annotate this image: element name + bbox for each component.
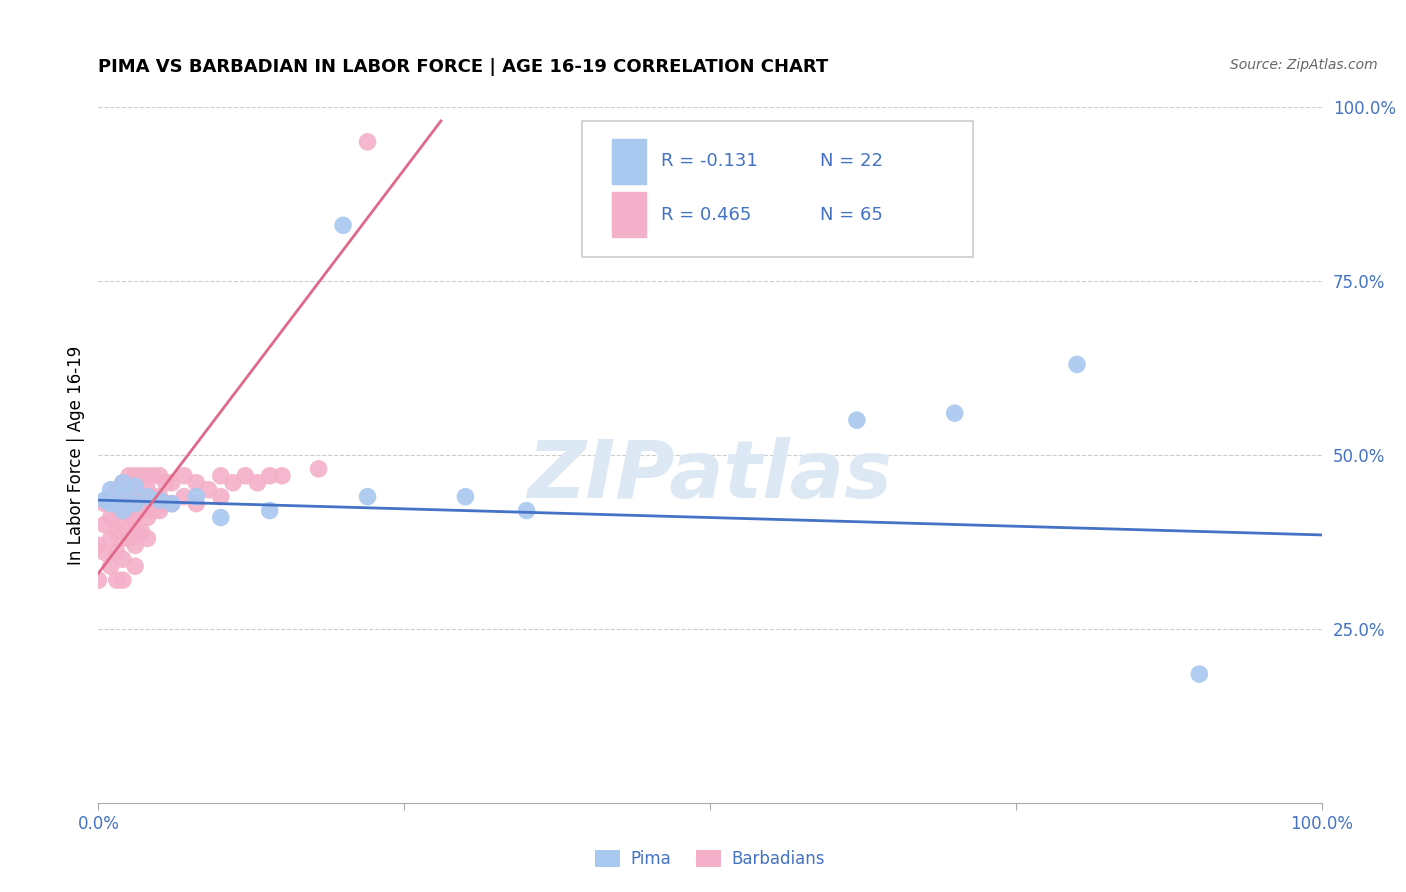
Point [93,497,115,511]
Point [149,490,172,504]
Point [233,468,256,483]
Point [124,479,146,493]
Point [155,475,177,490]
Point [155,497,177,511]
Text: N = 65: N = 65 [820,206,883,224]
Point [845,413,868,427]
Legend: Pima, Barbadians: Pima, Barbadians [589,843,831,874]
Point [136,490,159,504]
Point [100,532,122,546]
Point [124,497,146,511]
Point [124,497,146,511]
Point [149,503,172,517]
Point [142,490,165,504]
Point [105,524,128,539]
FancyBboxPatch shape [612,193,647,237]
Point [259,468,281,483]
FancyBboxPatch shape [582,121,973,257]
Point [1066,358,1088,372]
Point [142,503,165,517]
Point [186,475,208,490]
Point [93,545,115,559]
Point [118,490,141,504]
Point [111,503,134,517]
Point [197,483,219,497]
Point [111,475,134,490]
Point [515,503,537,517]
Point [111,490,134,504]
Point [105,503,128,517]
Text: PIMA VS BARBADIAN IN LABOR FORCE | AGE 16-19 CORRELATION CHART: PIMA VS BARBADIAN IN LABOR FORCE | AGE 1… [98,58,828,76]
Point [142,468,165,483]
Point [129,490,152,504]
Point [332,219,354,233]
Point [124,483,146,497]
Text: Source: ZipAtlas.com: Source: ZipAtlas.com [1230,58,1378,72]
Point [111,503,134,517]
Point [100,510,122,524]
Point [308,462,330,476]
Point [943,406,966,420]
Point [1188,667,1211,681]
Point [246,475,269,490]
Point [222,475,245,490]
Point [136,468,159,483]
Point [173,490,195,504]
Text: R = -0.131: R = -0.131 [661,153,758,170]
Point [111,490,134,504]
Point [87,573,110,587]
Point [356,135,378,149]
Point [160,475,183,490]
Point [105,573,128,587]
Point [160,497,183,511]
Point [136,532,159,546]
Point [118,468,141,483]
Point [100,559,122,574]
Point [124,524,146,539]
Y-axis label: In Labor Force | Age 16-19: In Labor Force | Age 16-19 [66,345,84,565]
Point [124,468,146,483]
Point [105,483,128,497]
FancyBboxPatch shape [612,138,647,184]
Point [118,532,141,546]
Point [160,497,183,511]
Point [270,468,294,483]
Point [186,490,208,504]
Point [129,468,152,483]
Point [136,497,159,511]
Point [124,510,146,524]
Point [209,490,232,504]
Point [209,510,232,524]
Point [186,497,208,511]
Point [129,503,152,517]
Point [111,475,134,490]
Point [356,490,378,504]
Point [149,493,172,508]
Text: N = 22: N = 22 [820,153,883,170]
Point [173,468,195,483]
Point [259,503,281,517]
Point [124,538,146,552]
Point [136,483,159,497]
Point [111,517,134,532]
Point [111,552,134,566]
Text: R = 0.465: R = 0.465 [661,206,751,224]
Point [129,524,152,539]
Point [93,493,115,508]
Point [111,573,134,587]
Point [111,532,134,546]
Point [118,510,141,524]
Point [209,468,232,483]
Point [454,490,477,504]
Point [105,545,128,559]
Text: ZIPatlas: ZIPatlas [527,437,893,515]
Point [100,483,122,497]
Point [136,510,159,524]
Point [149,468,172,483]
Point [124,559,146,574]
Point [100,490,122,504]
Point [100,497,122,511]
Point [93,517,115,532]
Point [87,538,110,552]
